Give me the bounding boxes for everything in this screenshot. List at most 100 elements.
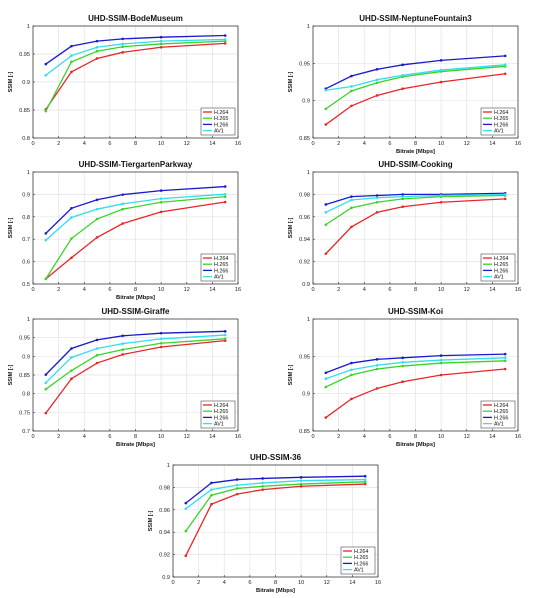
x-tick-label: 4: [363, 287, 366, 293]
x-tick-label: 4: [363, 434, 366, 440]
plot-frame: [312, 318, 519, 432]
data-point: [210, 488, 213, 491]
series-line: [325, 357, 506, 380]
series-line: [325, 73, 506, 126]
chart-panel: 0 2 4 6 8 10 12 14 16 0.85 0.9 0.95 1 UHD-SSIM-Koi Bit…: [288, 307, 521, 448]
data-point: [401, 87, 404, 91]
legend-entry: AV1: [494, 129, 504, 135]
data-point: [44, 277, 48, 281]
series-line: [45, 193, 226, 241]
y-tick-label: 0.8: [22, 392, 30, 398]
data-point: [223, 192, 227, 196]
data-point: [299, 484, 303, 488]
data-point: [324, 123, 328, 126]
data-point: [184, 529, 188, 533]
data-point: [95, 347, 99, 350]
data-point: [95, 361, 99, 365]
x-tick-label: 4: [83, 287, 86, 293]
data-point: [261, 484, 264, 488]
data-point: [324, 385, 328, 389]
series-line: [45, 40, 226, 112]
series-line: [325, 64, 506, 91]
data-point: [121, 348, 124, 351]
data-point: [363, 474, 367, 478]
data-point: [159, 197, 163, 200]
x-tick-label: 10: [158, 141, 164, 147]
data-point: [70, 356, 73, 359]
data-point: [439, 354, 443, 357]
data-point: [503, 72, 507, 76]
data-point: [324, 203, 328, 206]
x-tick-label: 12: [464, 434, 470, 440]
series-line: [325, 192, 506, 206]
data-point: [401, 364, 404, 368]
x-tick-label: 16: [235, 434, 241, 440]
series-line: [325, 360, 506, 388]
y-tick-label: 0.5: [22, 282, 30, 288]
data-point: [439, 59, 443, 62]
legend-entry: H.265: [494, 262, 508, 268]
series-line: [45, 42, 226, 110]
y-tick-label: 0.92: [159, 553, 170, 559]
legend-entry: H.264: [494, 256, 508, 262]
y-tick-label: 0.7: [22, 237, 30, 243]
x-tick-label: 14: [489, 141, 495, 147]
x-tick-label: 6: [108, 287, 111, 293]
data-point: [324, 107, 328, 111]
y-tick-label: 0.85: [299, 136, 310, 142]
data-point: [375, 194, 379, 197]
y-tick-label: 0.9: [302, 282, 310, 288]
legend-entry: H.266: [214, 415, 228, 421]
x-tick-label: 2: [197, 580, 200, 586]
x-axis-label: Bitrate [Mbps]: [116, 295, 155, 301]
y-tick-label: 0.7: [22, 429, 30, 435]
y-axis-label: SSIM [-]: [288, 71, 294, 92]
x-tick-label: 16: [375, 580, 381, 586]
data-point: [375, 363, 379, 367]
x-tick-label: 16: [515, 141, 521, 147]
series-line: [45, 195, 226, 280]
x-tick-label: 12: [464, 287, 470, 293]
data-point: [44, 232, 48, 235]
chart-title: UHD-SSIM-TiergartenParkway: [79, 160, 193, 169]
data-point: [95, 49, 99, 53]
data-point: [223, 42, 227, 45]
legend-entry: H.265: [494, 409, 508, 415]
data-point: [350, 206, 353, 210]
x-tick-label: 4: [83, 434, 86, 440]
data-point: [350, 104, 353, 108]
data-point: [121, 42, 124, 46]
y-tick-label: 0.9: [22, 354, 30, 360]
x-tick-label: 8: [134, 434, 137, 440]
data-point: [439, 68, 443, 72]
x-tick-label: 6: [388, 287, 391, 293]
y-tick-label: 1: [27, 24, 30, 30]
data-point: [210, 481, 213, 485]
data-point: [95, 198, 99, 202]
legend-entry: AV1: [494, 422, 504, 428]
data-point: [375, 78, 379, 82]
y-tick-label: 0.95: [299, 354, 310, 360]
y-axis-label: SSIM [-]: [8, 364, 14, 385]
data-point: [350, 198, 353, 202]
data-point: [350, 225, 353, 229]
chart-title: UHD-SSIM-Cooking: [378, 160, 452, 169]
data-point: [261, 488, 264, 491]
plot-frame: [312, 171, 519, 285]
x-tick-label: 2: [337, 434, 340, 440]
legend-entry: H.265: [214, 409, 228, 415]
x-tick-label: 6: [388, 141, 391, 147]
x-tick-label: 6: [248, 580, 251, 586]
data-point: [95, 353, 99, 357]
y-tick-label: 0.98: [159, 485, 170, 491]
legend-entry: H.266: [494, 415, 508, 421]
data-point: [401, 197, 404, 201]
x-tick-label: 0: [311, 287, 314, 293]
data-point: [401, 195, 404, 198]
legend-entry: H.264: [214, 256, 228, 262]
legend-entry: H.264: [214, 403, 228, 409]
x-tick-label: 0: [171, 580, 174, 586]
data-point: [121, 222, 124, 225]
